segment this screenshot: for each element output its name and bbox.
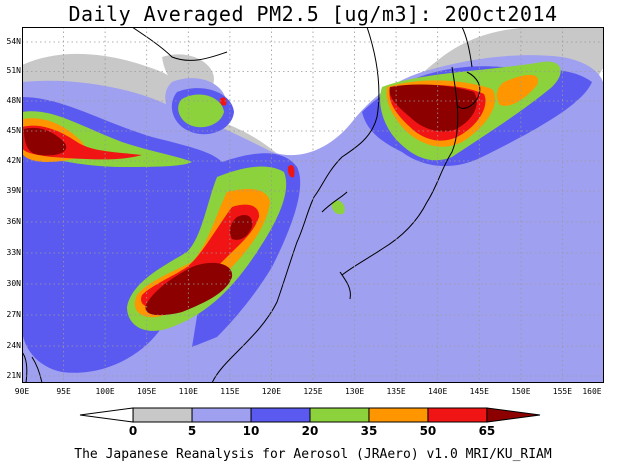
lat-label: 39N: [6, 186, 21, 195]
colorbar-swatch: [309, 407, 370, 423]
lat-label: 27N: [6, 310, 21, 319]
lat-lon-grid: [22, 27, 604, 383]
colorbar-tick-label: 50: [419, 424, 437, 438]
lat-label: 54N: [6, 37, 21, 46]
colorbar-swatch: [486, 407, 541, 423]
lon-label: 100E: [95, 387, 115, 396]
colorbar-tick-label: 5: [187, 424, 197, 438]
lat-label: 36N: [6, 217, 21, 226]
lat-label: 21N: [6, 371, 21, 380]
lat-label: 48N: [6, 96, 21, 105]
lon-label: 95E: [56, 387, 71, 396]
colorbar-tick-label: 0: [128, 424, 138, 438]
colorbar-swatch: [132, 407, 193, 423]
colorbar-tick-label: 10: [242, 424, 260, 438]
lat-label: 51N: [6, 66, 21, 75]
colorbar-swatch: [368, 407, 429, 423]
lon-label: 130E: [344, 387, 365, 396]
colorbar: [79, 407, 541, 423]
lon-label: 155E: [552, 387, 573, 396]
lon-label: 125E: [303, 387, 323, 396]
lon-label: 120E: [261, 387, 282, 396]
colorbar-tick-label: 20: [301, 424, 319, 438]
map-border: [22, 27, 604, 383]
lon-label: 110E: [178, 387, 198, 396]
lon-label: 150E: [511, 387, 531, 396]
lon-label: 140E: [428, 387, 448, 396]
lon-label: 160E: [582, 387, 602, 396]
lon-label: 135E: [386, 387, 406, 396]
colorbar-boxes: [79, 407, 541, 423]
lon-label: 145E: [469, 387, 489, 396]
lat-label: 42N: [6, 156, 21, 165]
colorbar-swatch: [191, 407, 252, 423]
colorbar-swatch: [427, 407, 488, 423]
concentration-field: [22, 27, 604, 383]
lat-label: 30N: [6, 279, 21, 288]
colorbar-tick-label: 35: [360, 424, 378, 438]
footer-credit: The Japanese Reanalysis for Aerosol (JRA…: [74, 447, 552, 462]
lon-label: 105E: [137, 387, 157, 396]
lat-label: 33N: [6, 248, 21, 257]
lat-label: 24N: [6, 341, 21, 350]
lon-label: 115E: [220, 387, 240, 396]
colorbar-swatch: [250, 407, 311, 423]
pm25-map: [22, 27, 604, 383]
map-title: Daily Averaged PM2.5 [ug/m3]: 20Oct2014: [68, 2, 558, 26]
lat-label: 45N: [6, 126, 21, 135]
contour-80-plus: [24, 84, 477, 316]
colorbar-swatch: [79, 407, 134, 423]
lon-label: 90E: [14, 387, 30, 396]
colorbar-tick-label: 65: [478, 424, 496, 438]
